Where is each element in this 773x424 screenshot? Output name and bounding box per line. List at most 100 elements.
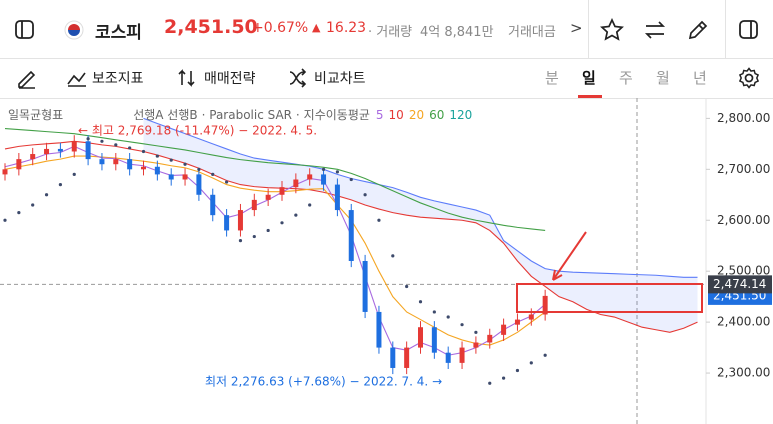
sar-dot	[280, 221, 284, 225]
sar-dot	[515, 368, 520, 373]
more-button[interactable]: >	[570, 19, 583, 37]
period-tab[interactable]: 년	[693, 69, 707, 87]
legend-ema: 지수이동평균	[303, 108, 370, 122]
line	[143, 117, 698, 278]
compare-icon	[289, 68, 307, 88]
sar-dot	[502, 376, 506, 380]
sar-dot	[155, 154, 159, 158]
sar-dot	[432, 310, 436, 314]
candle-body	[404, 347, 410, 368]
candle-body	[334, 184, 340, 211]
candle-body	[85, 141, 91, 160]
legend-sar: · Parabolic SAR ·	[201, 108, 300, 122]
candle-body	[127, 159, 133, 170]
candle-body	[376, 311, 382, 348]
edit-button[interactable]	[686, 18, 710, 42]
flag-icon	[64, 20, 84, 40]
sar-dot	[391, 254, 395, 258]
candle-body	[431, 327, 437, 353]
chart: 2,800.00 2,700.00 2,600.00 2,500.00 2,400.00…	[0, 98, 772, 424]
candle-body	[293, 179, 299, 188]
swap-button[interactable]	[643, 18, 667, 42]
crosshair-label: 2,474.14	[713, 277, 766, 291]
candle-body	[418, 327, 423, 348]
highlight-box	[516, 283, 703, 313]
candle-body	[141, 166, 146, 170]
candle-body	[113, 159, 119, 165]
sar-dot	[321, 167, 326, 171]
amount-label: 거래대금	[508, 25, 556, 40]
legend-spans: 선행A 선행B	[133, 108, 198, 122]
sar-dot	[141, 149, 146, 154]
sidebar-button[interactable]	[14, 19, 36, 41]
y-tick-label: 2,700.00	[717, 162, 770, 176]
period-tab[interactable]: 분	[545, 69, 559, 87]
candle-body	[542, 295, 548, 315]
candle-body	[348, 210, 354, 261]
sar-dot	[363, 193, 367, 197]
candle-body	[362, 261, 368, 312]
period-underline	[578, 95, 602, 98]
candle-body	[224, 215, 230, 231]
sar-dot	[377, 218, 381, 222]
candle-body	[321, 174, 327, 185]
candle-body	[251, 199, 257, 211]
legend: 일목균형표 선행A 선행B · Parabolic SAR · 지수이동평균 5 10 20…	[8, 106, 472, 123]
star-button[interactable]	[600, 18, 624, 42]
candle-body	[237, 210, 243, 231]
sar-dot	[294, 213, 298, 217]
candle-body	[501, 324, 507, 335]
legend-period: 20	[408, 108, 425, 122]
candle-body	[487, 334, 493, 343]
sar-dot	[308, 203, 312, 207]
divider	[725, 0, 726, 58]
legend-period: 60	[429, 108, 445, 122]
legend-period: 10	[388, 108, 404, 122]
change-arrow: ▲	[312, 21, 321, 34]
candle-body	[2, 169, 8, 175]
indicator-icon	[67, 72, 86, 87]
sar-dot	[58, 182, 63, 187]
sar-dot	[405, 284, 409, 289]
candle-body	[514, 319, 520, 325]
candle-body	[196, 174, 202, 195]
candle-body	[210, 194, 216, 216]
sar-dot	[446, 315, 450, 319]
strategy-icon	[178, 69, 195, 87]
highlight-arrow	[552, 231, 587, 281]
sar-dot	[211, 172, 215, 177]
cloud-fill	[143, 118, 698, 333]
settings-button[interactable]	[737, 66, 761, 90]
candle-body	[30, 154, 36, 160]
period-tab[interactable]: 월	[656, 69, 670, 87]
sar-dot	[17, 211, 21, 215]
top-bar: 코스피 2,451.50 +0.67% ▲ 16.23 · 거래량 4억 8,8…	[0, 0, 773, 59]
toolbar: 보조지표 매매전략 비교차트 분 일 주 월 년	[0, 58, 773, 99]
sar-dot	[488, 381, 492, 385]
draw-button[interactable]	[16, 67, 38, 89]
indicators-button[interactable]: 보조지표	[92, 71, 144, 87]
y-tick-label: 2,500.00	[717, 264, 770, 278]
panel-button[interactable]	[738, 19, 760, 41]
crosshair-box	[708, 275, 772, 294]
period-tab[interactable]: 주	[619, 69, 633, 87]
change: 16.23	[326, 20, 367, 36]
sar-dot	[529, 361, 533, 365]
candle-body	[265, 194, 271, 200]
sar-dot	[266, 228, 270, 233]
sar-dot	[460, 323, 464, 327]
candle-body	[44, 148, 50, 155]
candle-body	[473, 342, 479, 348]
candle-body	[182, 174, 188, 180]
legend-period: 5	[375, 108, 384, 122]
sar-dot	[114, 143, 118, 147]
compare-button[interactable]: 비교차트	[314, 71, 366, 87]
period-tab[interactable]: 일	[582, 69, 596, 87]
strategy-button[interactable]: 매매전략	[204, 71, 256, 87]
sar-dot	[100, 139, 104, 143]
candle-body	[528, 314, 534, 320]
price: 2,451.50	[164, 16, 258, 38]
candle-body	[16, 159, 22, 170]
low-annotation: 최저 2,276.63 (+7.68%) − 2022. 7. 4. →	[205, 375, 442, 389]
